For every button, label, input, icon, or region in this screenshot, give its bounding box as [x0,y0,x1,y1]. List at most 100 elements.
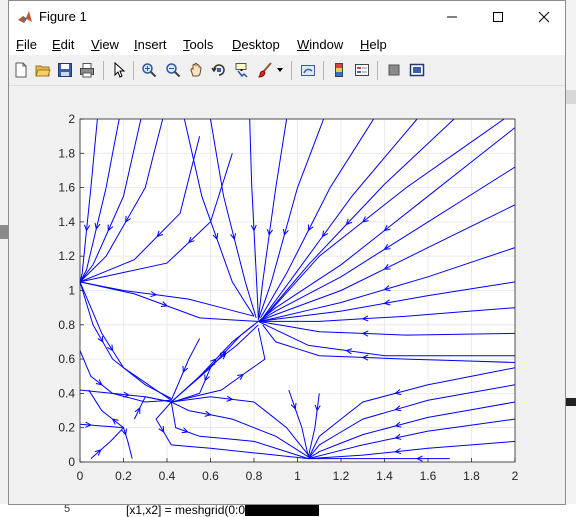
pan-icon [190,62,202,77]
streamline-arrow [383,299,391,306]
streamline-arrow [394,448,402,455]
menu-tools[interactable]: Tools [183,37,214,52]
y-tick-label: 2 [68,112,75,126]
streamline-arrow [226,395,234,402]
y-tick-label: 1.8 [58,146,75,160]
save-button[interactable] [55,60,75,80]
close-button[interactable] [521,1,567,33]
streamline-arrow [345,218,353,226]
hide-plot-tools-icon [388,64,400,76]
new-figure-button[interactable] [11,60,31,80]
link-plot-button[interactable] [298,60,318,80]
menu-window[interactable]: Window [297,37,344,52]
data-cursor-button[interactable] [232,60,252,80]
streamline [79,281,172,399]
title-bar[interactable]: Figure 1 [9,1,565,33]
minimize-button[interactable] [429,1,475,33]
streamline-arrow [361,216,369,223]
data-cursor-icon [235,63,248,78]
show-plot-tools-button[interactable] [407,60,427,80]
streamline-arrow [156,230,164,238]
toolbar-separator [133,61,134,80]
streamline-arrow [250,224,257,232]
x-tick-label: 1.8 [463,469,480,483]
link-plot-icon [301,65,315,76]
streamline-arrow [158,425,165,433]
streamline [199,324,259,377]
streamline [79,136,201,283]
streamline [177,367,211,401]
legend-button[interactable] [352,60,372,80]
zoom-out-button[interactable] [163,60,183,80]
menu-edit[interactable]: Edit [52,37,75,52]
print-button[interactable] [77,60,97,80]
brush-dropdown-button[interactable] [275,60,285,80]
streamline-arrow [123,391,131,398]
streamline-arrow [125,215,131,223]
editor-line-number: 5 [64,503,71,515]
colorbar-button[interactable] [329,60,349,80]
editor-right-panel-marker [566,90,576,104]
editor-right-strip [566,0,576,514]
menu-help[interactable]: Help [360,37,387,52]
streamline-arrow [394,433,402,440]
streamline [308,384,516,459]
pan-button[interactable] [186,60,206,80]
streamline-arrow [181,427,189,434]
streamline-arrow [345,348,353,355]
select-button[interactable] [109,60,129,80]
streamline [79,281,172,401]
editor-left-strip [0,0,8,514]
rotate-button[interactable] [209,60,229,80]
streamline-plot[interactable]: 0 0.2 0.4 0.6 0.8 1 1.2 1.4 1.6 1.8 2 0 0.2 0.4 0.6 0.8… [9,86,565,504]
streamline-arrow [95,379,103,386]
figure-canvas[interactable]: 0 0.2 0.4 0.6 0.8 1 1.2 1.4 1.6 1.8 2 0 0.2 0.4 0.6 0.8… [9,86,565,504]
streamline-arrow [160,301,169,307]
streamline [258,320,516,357]
streamline-arrow [361,354,369,361]
streamline [258,320,516,336]
menu-desktop[interactable]: Desktop [232,37,280,52]
toolbar-separator [323,61,324,80]
streamline [133,396,172,420]
x-tick-label: 1.4 [376,469,393,483]
streamline-arrow [314,404,321,412]
streamline [90,427,124,459]
toolbar-separator [103,61,104,80]
streamline-arrow [383,263,391,270]
streamline [262,118,418,319]
streamline [262,324,516,363]
streamline-arrow [134,406,141,414]
streamline-arrow [237,373,245,381]
y-tick-label: 0 [68,455,75,469]
open-file-button[interactable] [33,60,53,80]
streamline [79,118,120,283]
streamline [79,281,259,322]
streamline-arrow [187,236,195,244]
minimize-icon [447,16,457,18]
streamline [257,127,516,322]
y-tick-label: 1.4 [58,215,75,229]
brush-dropdown-icon [277,68,283,72]
zoom-out-icon [166,63,181,78]
x-tick-label: 0.4 [159,469,176,483]
zoom-in-button[interactable] [139,60,159,80]
menu-view[interactable]: View [91,37,119,52]
streamline [308,418,516,460]
streamline-arrow [230,233,237,241]
streamline [210,118,257,319]
streamline [249,118,259,318]
streamline [258,307,516,322]
streamline-arrow [182,365,189,374]
menu-insert[interactable]: Insert [134,37,167,52]
y-tick-label: 0.8 [58,318,75,332]
brush-button[interactable] [255,60,275,80]
streamline-arrow [121,428,127,436]
y-tick-label: 0.4 [58,386,75,400]
maximize-button[interactable] [475,1,521,33]
hide-plot-tools-button[interactable] [384,60,404,80]
streamline [79,153,233,283]
legend-icon [355,64,369,76]
menu-file[interactable]: File [16,37,37,52]
streamline [79,423,124,429]
